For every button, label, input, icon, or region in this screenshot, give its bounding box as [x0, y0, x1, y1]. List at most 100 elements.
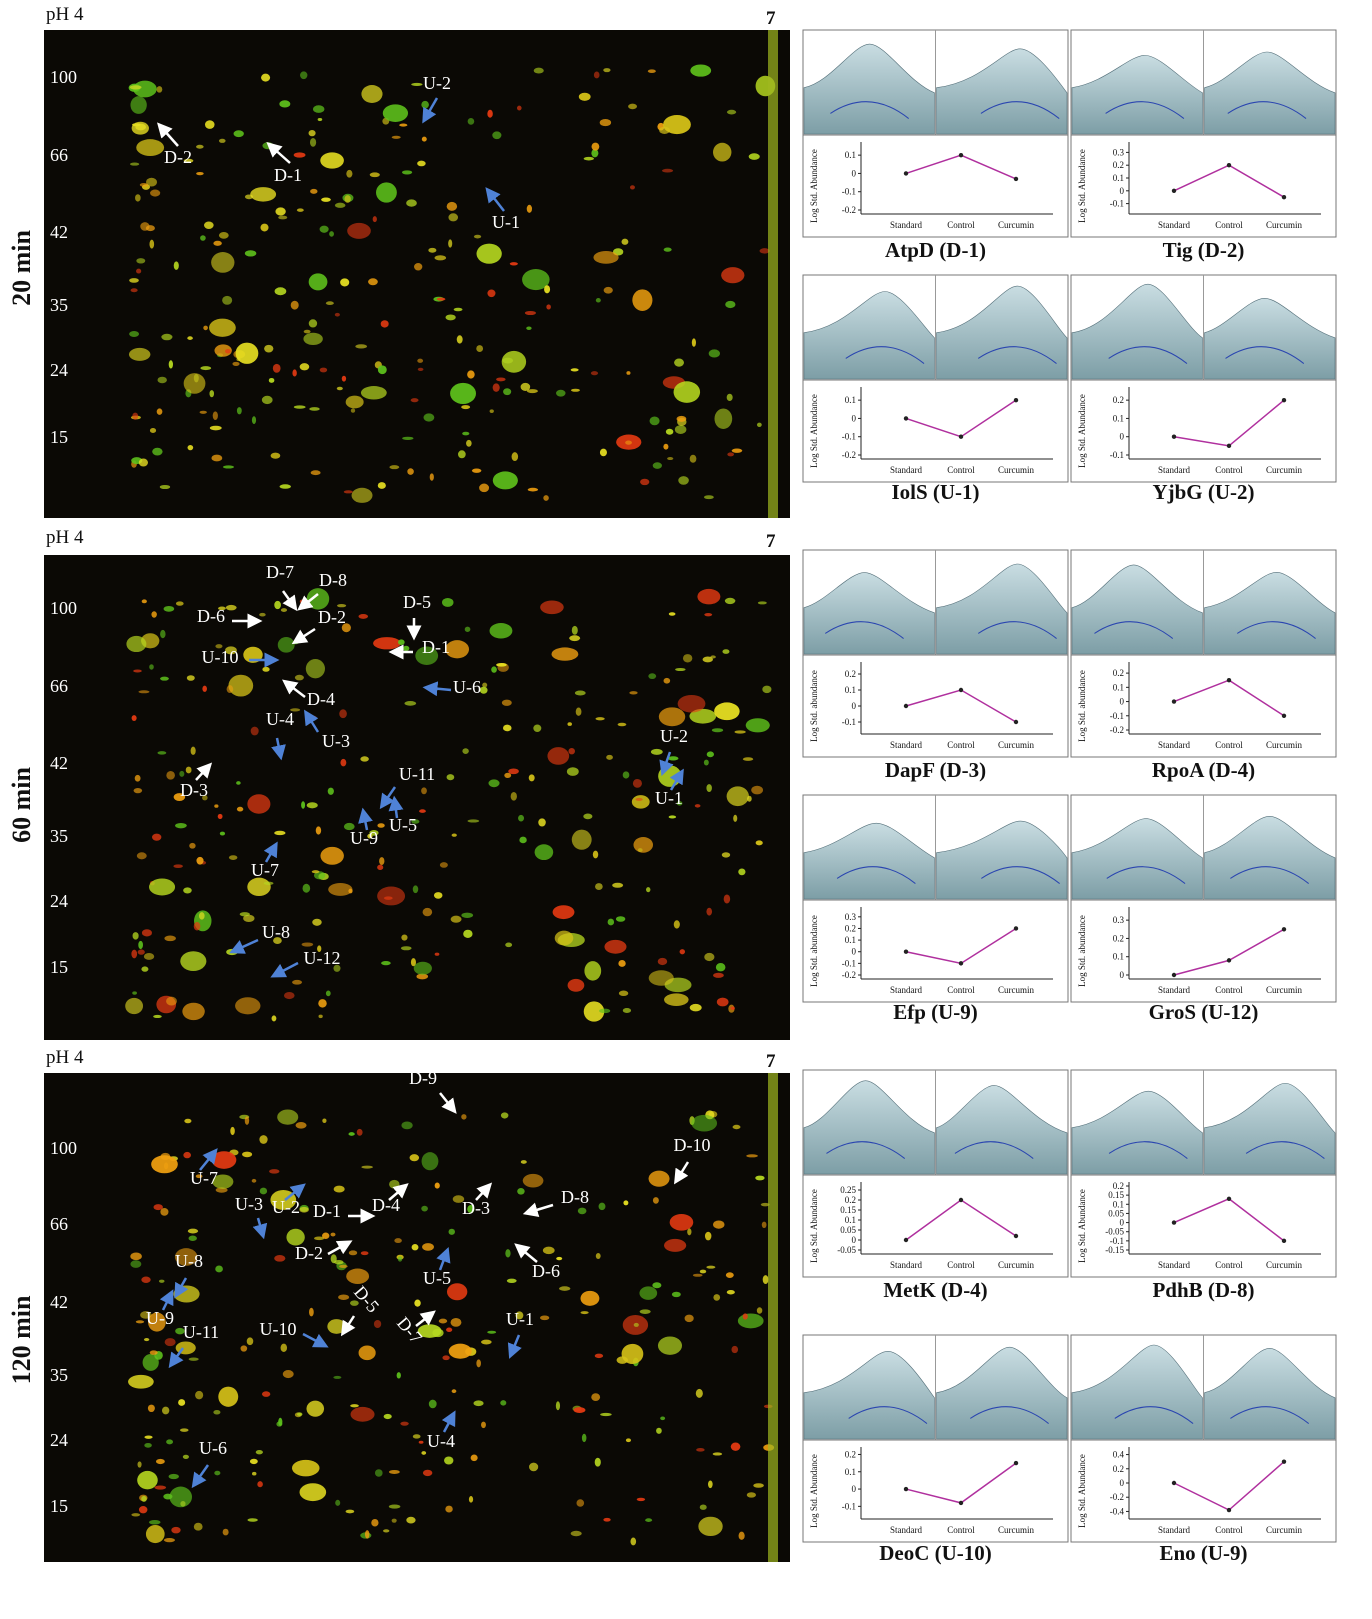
y-tick-label: -0.05 [1105, 1227, 1124, 1237]
gel-spot [211, 1151, 237, 1169]
y-tick-label: 0.2 [845, 923, 856, 933]
gel-spot [544, 285, 551, 294]
gel-spot [691, 1114, 718, 1132]
gel-spot [406, 1516, 416, 1524]
y-tick-label: -0.1 [842, 1501, 856, 1511]
gel-spot [428, 247, 437, 253]
spot-label: U-12 [304, 948, 341, 968]
gel-spot [130, 162, 140, 166]
gel-spot [175, 823, 187, 829]
gel-spot [625, 440, 632, 445]
y-tick-label: 0.15 [1108, 1190, 1124, 1200]
spot-label: U-11 [399, 764, 435, 784]
gel-spot [244, 250, 257, 257]
surface-contour [1230, 1406, 1310, 1424]
gel-spot [302, 883, 311, 893]
gel-spot [399, 123, 408, 127]
gel-spot [358, 1345, 376, 1361]
gel-spot [132, 123, 141, 127]
gel-spot [380, 320, 389, 328]
gel-streak [768, 1073, 778, 1562]
gel-spot [318, 1014, 323, 1019]
gel-spot [136, 139, 165, 156]
gel-spot [487, 1330, 497, 1334]
y-tick-label: 0.1 [1113, 682, 1124, 692]
spot-arrow [388, 1183, 409, 1201]
gel-spot [309, 138, 317, 147]
gel-spot [664, 993, 689, 1006]
gel-spot [137, 1470, 158, 1490]
gel-spot [576, 1499, 585, 1507]
gel-spot [261, 395, 273, 405]
gel-spot [618, 959, 626, 967]
gel-spot [502, 357, 514, 364]
gel-spot [130, 1252, 142, 1261]
gel-spot [526, 326, 532, 330]
gel-spot [188, 1235, 197, 1241]
spot-label: D-1 [274, 165, 302, 185]
card-title: GroS (U-12) [1149, 1000, 1259, 1024]
gel-spot [406, 199, 417, 207]
spot-label: U-2 [272, 1197, 300, 1217]
gel-spot [703, 759, 709, 766]
gel-spot [317, 118, 323, 122]
gel-spot [428, 1399, 437, 1409]
gel-spot [476, 243, 502, 264]
gel-spot [154, 1485, 167, 1490]
surface-contour [977, 621, 1057, 639]
gel-spot [706, 1265, 716, 1269]
gel-spot [199, 410, 207, 414]
y-tick-label: 0.1 [845, 395, 856, 405]
gel-spot [554, 930, 574, 946]
gel-spot [163, 1538, 175, 1543]
gel-spot [648, 970, 674, 986]
gel-spot [434, 255, 447, 261]
gel-spot [657, 957, 668, 966]
gel-spot [533, 67, 544, 74]
gel-spot [450, 915, 462, 923]
gel-spot [622, 1008, 632, 1014]
gel-spot [178, 1399, 186, 1406]
y-tick-label: 0 [1120, 697, 1125, 707]
surface-plot [1204, 297, 1336, 380]
gel-spot [400, 1421, 409, 1426]
gel-spot [317, 945, 322, 953]
gel-spot [149, 1350, 158, 1355]
mw-label: 42 [50, 753, 68, 773]
gel-spot [684, 1314, 694, 1323]
gel-spot [389, 1179, 400, 1189]
y-axis-label: Log Std. Abundance [809, 149, 819, 223]
gel-spot [706, 751, 714, 758]
y-tick-label: 0.3 [1113, 147, 1125, 157]
category-label: Control [1215, 465, 1243, 475]
gel-spot [453, 307, 463, 312]
surface-plot [803, 43, 935, 135]
gel-spot [704, 952, 715, 962]
gel-spot [652, 1197, 659, 1204]
y-axis-label: Log Std. Abundance [1077, 1189, 1087, 1263]
gel-spot [570, 1530, 582, 1537]
surface-contour [1106, 866, 1186, 884]
gel-spot [225, 646, 237, 655]
gel-spot [636, 1497, 646, 1502]
gel-spot [737, 1313, 764, 1329]
spot-label: U-10 [202, 647, 239, 667]
gel-spot [696, 1447, 705, 1452]
gel-spot [166, 996, 177, 1006]
gel-spot [445, 314, 456, 321]
y-tick-label: 0.25 [840, 1185, 856, 1195]
y-tick-label: 0.2 [1113, 1464, 1124, 1474]
gel-spot [278, 215, 288, 220]
gel-spot [330, 1254, 337, 1264]
gel-spot [583, 156, 595, 161]
gel-spot [312, 918, 322, 926]
y-tick-label: 0 [1120, 432, 1125, 442]
gel-spot [282, 1370, 294, 1379]
mw-label: 24 [50, 1430, 68, 1450]
gel-spot [509, 262, 518, 266]
gel-spot [168, 1473, 179, 1480]
gel-spot [677, 694, 706, 713]
gel-spot [595, 883, 603, 891]
gel-spot [166, 770, 175, 780]
spot-arrow [304, 709, 320, 733]
